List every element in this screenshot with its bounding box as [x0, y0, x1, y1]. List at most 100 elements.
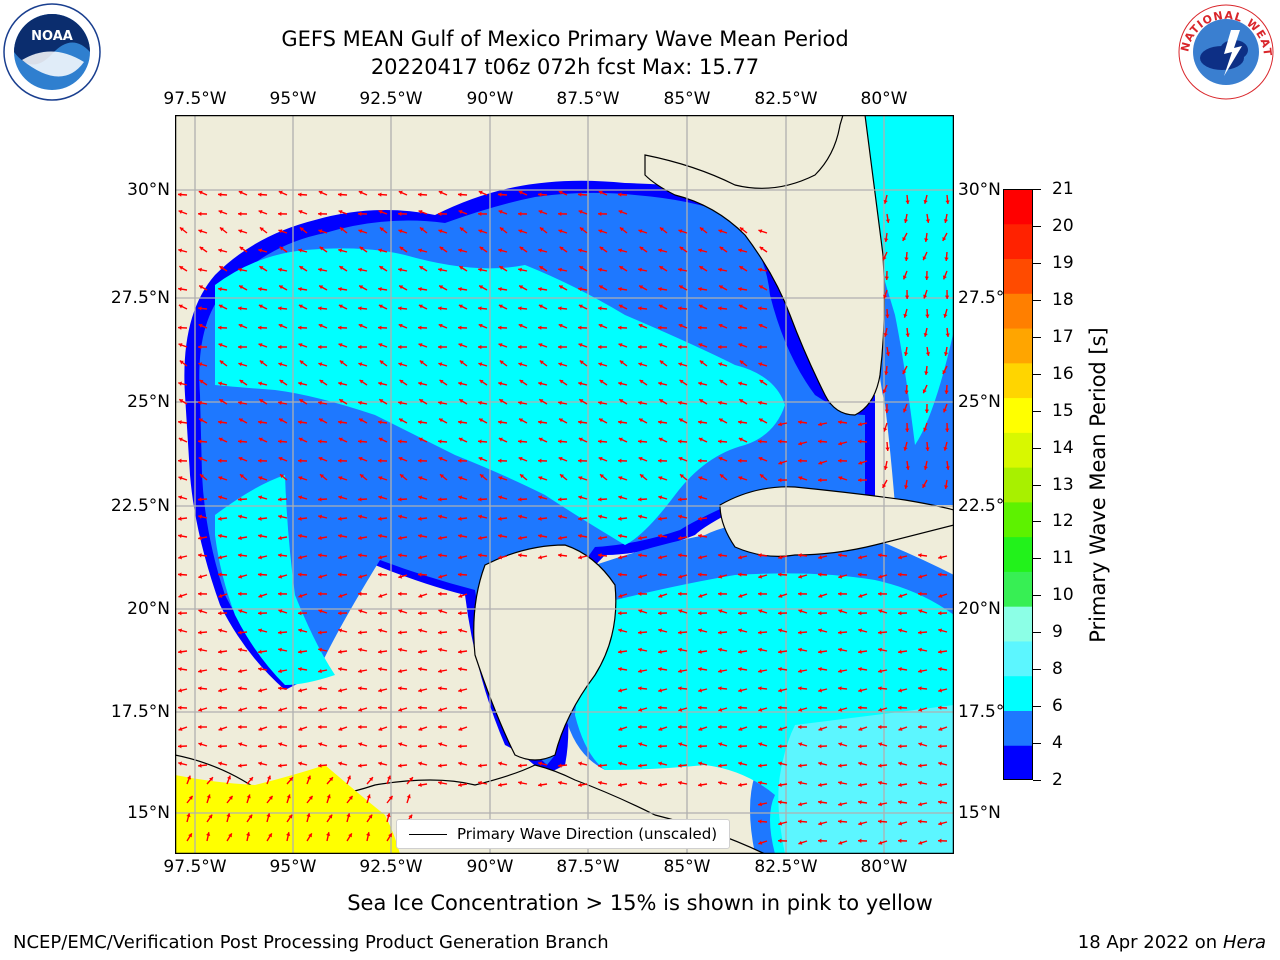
colorbar-tick-mark — [1033, 484, 1041, 486]
wave-arrow-head — [178, 649, 182, 654]
wave-arrow-head — [618, 705, 622, 710]
wave-arrow-head — [558, 514, 563, 519]
wave-arrow-head — [578, 287, 582, 292]
wave-arrow-head — [198, 574, 203, 579]
wave-arrow-head — [619, 360, 624, 365]
wave-arrow-head — [378, 476, 383, 481]
wave-arrow-head — [238, 574, 243, 579]
wave-arrow-head — [638, 780, 642, 786]
wave-arrow-head — [538, 761, 543, 766]
wave-arrow-head — [924, 409, 930, 413]
wave-arrow-head — [178, 458, 182, 463]
wave-arrow-head — [699, 360, 704, 365]
wave-arrow-head — [178, 628, 183, 633]
wave-arrow-head — [838, 686, 842, 691]
wave-arrow-head — [338, 248, 343, 253]
wave-arrow-head — [758, 802, 762, 807]
wave-arrow-head — [329, 777, 333, 782]
wave-arrow-head — [918, 609, 923, 614]
wave-arrow-head — [438, 630, 442, 635]
wave-arrow-head — [178, 495, 183, 500]
colorbar-tick-label: 9 — [1052, 622, 1063, 643]
wave-arrow-head — [559, 285, 564, 290]
wave-arrow-head — [198, 267, 202, 272]
wave-arrow-head — [938, 688, 943, 693]
wave-arrow-head — [858, 555, 863, 560]
wave-arrow-head — [718, 456, 723, 461]
wave-arrow-head — [558, 362, 563, 367]
wave-arrow-head — [898, 744, 902, 749]
wave-arrow-head — [598, 306, 602, 311]
wave-arrow-head — [178, 688, 183, 693]
wave-arrow-head — [618, 593, 623, 598]
lat-tick-right: 15°N — [958, 803, 1001, 823]
wave-arrow-head — [818, 782, 822, 787]
wave-arrow-head — [458, 516, 462, 521]
wave-arrow-head — [658, 516, 662, 521]
wave-arrow-head — [858, 477, 862, 483]
wave-arrow-head — [219, 266, 224, 270]
wave-arrow-head — [366, 832, 371, 836]
wave-arrow-head — [398, 742, 403, 747]
wave-arrow-head — [398, 497, 402, 502]
wave-arrow-head — [518, 267, 522, 272]
wave-arrow-head — [838, 780, 842, 786]
lat-tick-left: 17.5°N — [110, 702, 170, 722]
wave-arrow-head — [883, 427, 888, 432]
wave-arrow-head — [360, 474, 364, 479]
wave-arrow-head — [699, 399, 704, 403]
wave-arrow-head — [498, 343, 503, 348]
wave-arrow-head — [338, 495, 343, 500]
wave-arrow-head — [178, 516, 182, 521]
wave-arrow-head — [718, 707, 723, 712]
wave-arrow-head — [358, 707, 363, 712]
wave-arrow-head — [318, 400, 322, 406]
wave-arrow-head — [278, 362, 283, 367]
wave-arrow-head — [658, 649, 662, 654]
wave-arrow-head — [227, 775, 232, 780]
wave-arrow-head — [326, 794, 331, 799]
wave-arrow-head — [739, 360, 744, 365]
wave-arrow-head — [388, 833, 392, 838]
wave-arrow-head — [519, 246, 524, 251]
wave-arrow-head — [338, 516, 342, 521]
wave-arrow-head — [238, 647, 242, 652]
wave-arrow-head — [307, 775, 312, 780]
wave-arrow-head — [719, 379, 724, 384]
wave-arrow-head — [479, 285, 484, 290]
wave-arrow-head — [798, 609, 803, 614]
cuba-land — [719, 486, 954, 557]
wave-arrow-head — [200, 474, 204, 479]
wave-period-map — [174, 114, 955, 855]
wave-arrow-head — [419, 360, 424, 365]
wave-arrow-head — [718, 306, 722, 311]
colorbar-tick-mark — [1033, 706, 1041, 708]
colorbar-swatch — [1003, 675, 1033, 711]
colorbar-tick-label: 6 — [1052, 696, 1063, 717]
wave-arrow-head — [698, 420, 702, 425]
wave-arrow-head — [699, 227, 704, 232]
wave-arrow-head — [378, 744, 382, 749]
wave-arrow-head — [246, 794, 251, 799]
wave-arrow-head — [458, 782, 462, 787]
wave-arrow-head — [518, 323, 523, 328]
wave-arrow-head — [678, 400, 682, 406]
colorbar-swatch — [1003, 293, 1033, 329]
wave-arrow-head — [498, 555, 503, 560]
wave-arrow-head — [718, 267, 722, 272]
wave-arrow-head — [659, 360, 664, 365]
wave-arrow-head — [738, 782, 742, 787]
wave-arrow-head — [278, 514, 283, 519]
wave-arrow-head — [179, 266, 184, 270]
wave-arrow-head — [718, 742, 723, 747]
wave-arrow-head — [944, 390, 949, 394]
wave-arrow-head — [358, 306, 362, 311]
wave-arrow-head — [905, 466, 910, 470]
wave-arrow-head — [698, 248, 703, 253]
wave-arrow-head — [418, 555, 423, 560]
lon-tick-top: 90°W — [466, 89, 514, 109]
colorbar-tick-mark — [1033, 558, 1041, 560]
wave-arrow-head — [539, 399, 544, 403]
wave-arrow-head — [938, 649, 942, 654]
wave-arrow-head — [298, 248, 303, 253]
